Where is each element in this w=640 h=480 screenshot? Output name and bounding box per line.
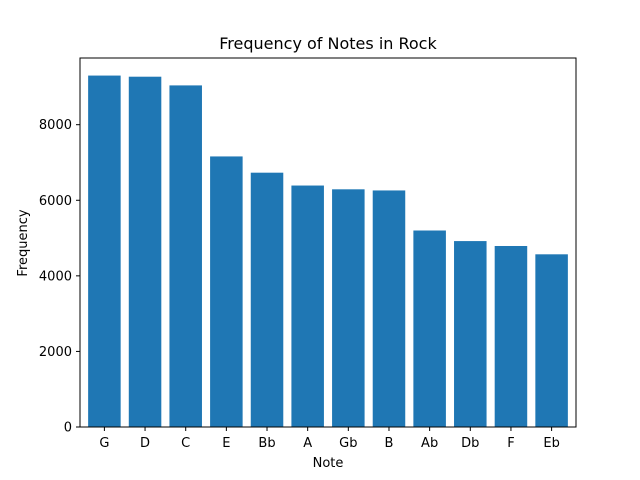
x-tick-label: Db — [461, 436, 479, 451]
x-axis-ticks: G D C E Bb A Gb B Ab Db F Eb — [99, 427, 560, 451]
x-axis-label: Note — [313, 456, 344, 471]
y-axis-ticks: 0 2000 4000 6000 8000 — [39, 118, 80, 436]
y-tick-label: 8000 — [39, 118, 72, 133]
bar-db — [454, 241, 487, 427]
x-tick-label: B — [385, 436, 394, 451]
x-tick-label: Bb — [258, 436, 275, 451]
bar-b — [372, 190, 406, 427]
bars-group — [88, 75, 568, 428]
bar-bb — [250, 172, 284, 427]
bar-eb — [535, 254, 568, 427]
y-tick-label: 6000 — [39, 194, 72, 209]
x-tick-label: Ab — [421, 436, 438, 451]
x-tick-label: E — [222, 436, 230, 451]
bar-a — [291, 185, 324, 427]
x-tick-label: C — [181, 436, 190, 451]
plot-frame — [79, 57, 577, 428]
x-tick-label: Eb — [543, 436, 559, 451]
x-tick-label: G — [99, 436, 109, 451]
y-tick-label: 2000 — [39, 345, 72, 360]
x-tick-label: D — [140, 436, 150, 451]
y-axis-label: Frequency — [16, 209, 31, 276]
x-tick-label: A — [303, 436, 312, 451]
bar-g — [88, 75, 121, 428]
chart-title: Frequency of Notes in Rock — [219, 34, 437, 53]
bar-c — [169, 85, 202, 428]
y-tick-label: 4000 — [39, 269, 72, 284]
bar-ab — [413, 230, 446, 427]
x-tick-label: Gb — [339, 436, 357, 451]
y-tick-label: 0 — [64, 421, 72, 436]
bar-e — [210, 156, 243, 427]
bar-f — [494, 245, 528, 427]
bar-d — [128, 76, 162, 427]
bar-gb — [332, 189, 365, 427]
x-tick-label: F — [507, 436, 514, 451]
